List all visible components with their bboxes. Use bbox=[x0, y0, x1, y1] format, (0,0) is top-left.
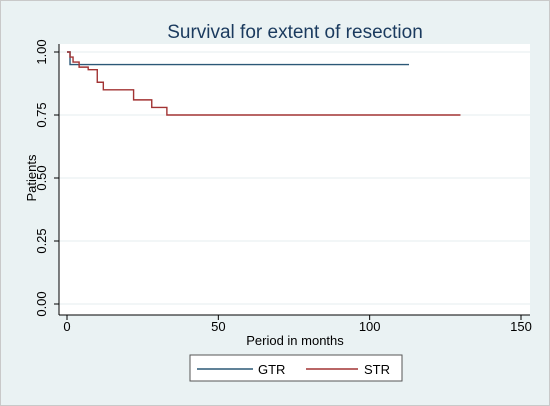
axes: 0.00 0.25 0.50 0.75 1.00 0 50 100 150 bbox=[34, 39, 532, 334]
legend-label-str: STR bbox=[364, 362, 390, 377]
legend-box bbox=[189, 354, 403, 382]
legend-label-gtr: GTR bbox=[258, 362, 285, 377]
chart-title: Survival for extent of resection bbox=[167, 22, 423, 43]
x-axis-label: Period in months bbox=[246, 333, 344, 348]
series-line-str bbox=[67, 51, 461, 116]
legend: GTR STR bbox=[189, 354, 403, 382]
x-tick-label: 150 bbox=[510, 319, 532, 334]
y-tick-label: 1.00 bbox=[34, 39, 49, 64]
y-tick-label: 0.25 bbox=[34, 228, 49, 253]
x-tick-label: 0 bbox=[63, 319, 70, 334]
plot-area bbox=[59, 44, 530, 315]
x-tick-label: 100 bbox=[359, 319, 381, 334]
x-tick-label: 50 bbox=[211, 319, 225, 334]
series-lines bbox=[67, 51, 461, 116]
y-tick-label: 0.00 bbox=[34, 291, 49, 316]
y-tick-label: 0.50 bbox=[34, 165, 49, 190]
y-tick-label: 0.75 bbox=[34, 102, 49, 127]
y-axis-label: Patients bbox=[24, 154, 39, 201]
grid-lines bbox=[59, 51, 530, 305]
